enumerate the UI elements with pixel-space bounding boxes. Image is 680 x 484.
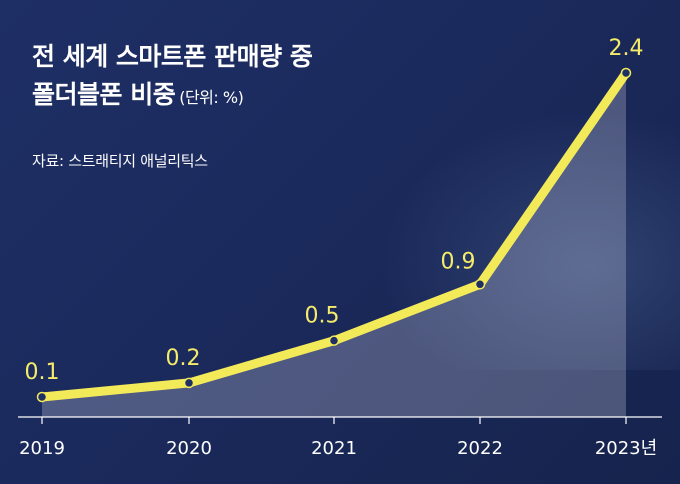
x-label-2020: 2020 (166, 438, 212, 459)
x-label-2019: 2019 (19, 438, 65, 459)
x-label-2023년: 2023년 (595, 438, 657, 459)
value-label-2019: 0.1 (25, 360, 60, 385)
background-glow (380, 110, 680, 370)
data-point-2022 (474, 279, 486, 290)
x-label-2022: 2022 (457, 438, 503, 459)
value-label-2023년: 2.4 (609, 36, 644, 61)
data-point-2020 (183, 377, 195, 389)
value-label-2020: 0.2 (166, 346, 201, 371)
data-point-2021 (328, 335, 340, 346)
chart-title: 전 세계 스마트폰 판매량 중 폴더블폰 비중 (단위: %) (32, 38, 313, 117)
x-label-2021: 2021 (311, 438, 357, 459)
title-line-2-text: 폴더블폰 비중 (32, 80, 176, 109)
data-point-2019 (36, 391, 48, 403)
title-line-2: 폴더블폰 비중 (단위: %) (32, 76, 312, 117)
source-label: 자료: 스트래티지 애널리틱스 (32, 152, 208, 170)
area-fill (42, 73, 626, 417)
data-point-2023년 (620, 67, 632, 79)
value-label-2022: 0.9 (441, 249, 476, 274)
title-line-1: 전 세계 스마트폰 판매량 중 (32, 42, 313, 71)
unit-label: (단위: %) (179, 88, 244, 107)
value-label-2021: 0.5 (305, 304, 340, 329)
